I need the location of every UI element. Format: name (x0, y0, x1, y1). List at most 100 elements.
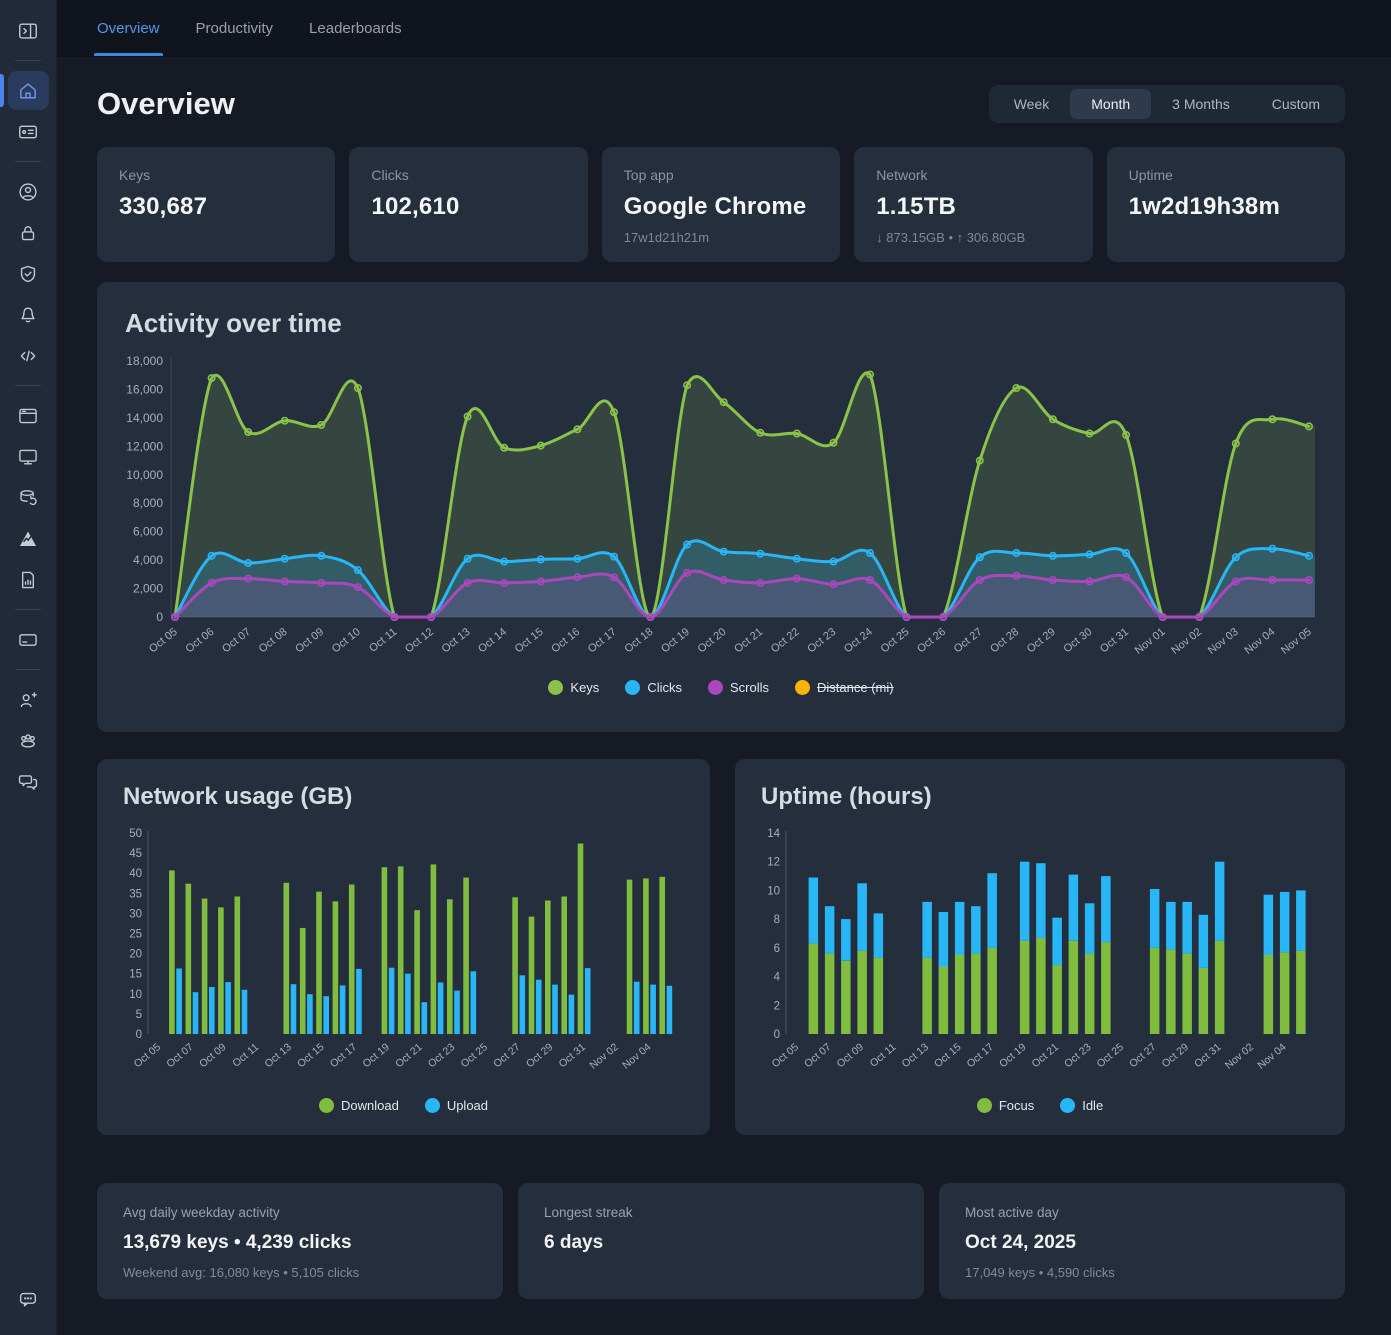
svg-text:Oct 31: Oct 31 (1098, 626, 1131, 655)
legend-item-clicks[interactable]: Clicks (625, 680, 682, 695)
svg-text:Oct 21: Oct 21 (732, 626, 765, 655)
svg-text:14,000: 14,000 (126, 411, 163, 425)
time-range-week[interactable]: Week (1013, 96, 1050, 112)
svg-text:Oct 18: Oct 18 (622, 626, 655, 655)
sidebar-item-messages[interactable] (8, 762, 49, 801)
svg-text:Nov 04: Nov 04 (1255, 1041, 1288, 1072)
svg-text:14: 14 (767, 828, 780, 840)
legend-item-keys[interactable]: Keys (548, 680, 599, 695)
svg-text:Oct 17: Oct 17 (965, 1041, 997, 1070)
page-title: Overview (97, 86, 235, 121)
svg-text:Oct 06: Oct 06 (184, 626, 217, 655)
monitor-icon (19, 449, 37, 464)
stat-cards-row: Keys 330,687 Clicks 102,610 Top app Goog… (97, 147, 1345, 262)
legend-item-scrolls[interactable]: Scrolls (707, 680, 769, 695)
sidebar-item-developer[interactable] (8, 336, 49, 375)
time-range-3-months[interactable]: 3 Months (1172, 96, 1230, 112)
sidebar-item-applications[interactable] (8, 396, 49, 435)
time-range-custom[interactable]: Custom (1271, 96, 1320, 112)
sidebar-divider (15, 609, 41, 610)
sidebar-item-home[interactable] (0, 71, 49, 110)
svg-text:15: 15 (129, 969, 142, 981)
svg-text:Nov 03: Nov 03 (1206, 626, 1241, 657)
sidebar-item-id-card[interactable] (8, 112, 49, 151)
svg-text:Oct 17: Oct 17 (586, 626, 619, 655)
sidebar-divider (15, 60, 41, 61)
stat-label: Keys (119, 167, 151, 183)
tab-leaderboards[interactable]: Leaderboards (309, 19, 402, 37)
window-icon (19, 408, 37, 423)
legend-label: Keys (570, 680, 600, 695)
summary-sub: 17,049 keys • 4,590 clicks (965, 1265, 1115, 1280)
svg-text:Oct 08: Oct 08 (257, 626, 290, 655)
time-range-month[interactable]: Month (1070, 89, 1152, 119)
svg-text:Nov 02: Nov 02 (1169, 626, 1204, 657)
legend-item-upload[interactable]: Upload (424, 1098, 488, 1113)
sidebar-item-invite-friends[interactable] (8, 680, 49, 719)
network-legend: Download Upload (123, 1092, 684, 1119)
svg-text:Oct 29: Oct 29 (1025, 626, 1058, 655)
svg-text:Oct 09: Oct 09 (197, 1041, 229, 1070)
svg-text:Oct 25: Oct 25 (879, 626, 912, 655)
svg-text:10: 10 (767, 885, 780, 897)
activity-legend: Keys Clicks Scrolls Distance (mi) (125, 674, 1317, 701)
sidebar-item-security[interactable] (8, 254, 49, 293)
network-chart-title: Network usage (GB) (123, 783, 353, 810)
svg-text:Oct 23: Oct 23 (1062, 1041, 1094, 1070)
sidebar-item-toggle[interactable] (8, 11, 49, 50)
legend-item-focus[interactable]: Focus (976, 1098, 1034, 1113)
stat-value: 102,610 (371, 193, 460, 220)
sidebar-item-feedback[interactable] (8, 1279, 49, 1318)
svg-text:Oct 07: Oct 07 (164, 1041, 196, 1070)
sidebar-item-privacy[interactable] (8, 213, 49, 252)
legend-item-distance-mi[interactable]: Distance (mi) (795, 680, 894, 695)
stat-value: 1w2d19h38m (1128, 193, 1281, 220)
feedback-bubble-icon (19, 1292, 37, 1306)
svg-text:Oct 16: Oct 16 (549, 626, 582, 655)
sidebar (0, 0, 57, 1335)
svg-text:Oct 13: Oct 13 (900, 1041, 932, 1070)
svg-text:Oct 26: Oct 26 (915, 626, 948, 655)
svg-text:30: 30 (129, 908, 142, 920)
users-group-icon (21, 733, 35, 748)
svg-text:18,000: 18,000 (126, 354, 163, 368)
stat-value: 1.15TB (876, 193, 957, 220)
svg-text:8: 8 (774, 914, 780, 926)
network-chart: 0 5 10 15 20 25 30 35 40 45 50 Oct 05 Oct 07 Oct 09 Oc… (123, 825, 684, 1092)
svg-text:Oct 19: Oct 19 (360, 1041, 392, 1070)
sidebar-item-notifications[interactable] (8, 295, 49, 334)
home-icon (20, 82, 36, 98)
svg-text:Oct 17: Oct 17 (328, 1041, 360, 1070)
sidebar-divider (15, 161, 41, 162)
legend-dot (548, 680, 564, 695)
activity-chart-title: Activity over time (125, 308, 342, 338)
report-document-icon (21, 571, 35, 588)
legend-label: Distance (mi) (817, 680, 894, 695)
svg-text:Oct 15: Oct 15 (513, 626, 546, 655)
sidebar-item-reports[interactable] (8, 560, 49, 599)
svg-text:Oct 30: Oct 30 (1061, 626, 1094, 655)
tab-productivity[interactable]: Productivity (195, 19, 274, 37)
legend-dot (795, 680, 810, 695)
svg-text:Oct 13: Oct 13 (262, 1041, 294, 1070)
legend-item-download[interactable]: Download (318, 1098, 399, 1113)
sidebar-toggle-icon (19, 22, 37, 39)
legend-item-idle[interactable]: Idle (1060, 1098, 1103, 1113)
svg-text:Oct 27: Oct 27 (1127, 1041, 1159, 1070)
shield-check-icon (20, 265, 36, 282)
database-restore-icon (20, 489, 37, 505)
legend-dot (318, 1098, 334, 1113)
tab-overview[interactable]: Overview (94, 0, 163, 56)
sidebar-item-teams[interactable] (8, 721, 49, 760)
stat-sub: ↓ 873.15GB • ↑ 306.80GB (876, 230, 1026, 245)
sidebar-item-computers[interactable] (8, 437, 49, 476)
svg-text:8,000: 8,000 (133, 496, 163, 510)
svg-text:4,000: 4,000 (133, 553, 163, 567)
sidebar-item-milestones[interactable] (8, 519, 49, 558)
sidebar-item-backup[interactable] (8, 478, 49, 517)
svg-text:Oct 27: Oct 27 (491, 1041, 523, 1070)
chat-bubbles-icon (18, 774, 38, 790)
sidebar-item-subscription[interactable] (8, 620, 49, 659)
sidebar-item-account[interactable] (8, 172, 49, 211)
legend-dot (625, 680, 641, 695)
